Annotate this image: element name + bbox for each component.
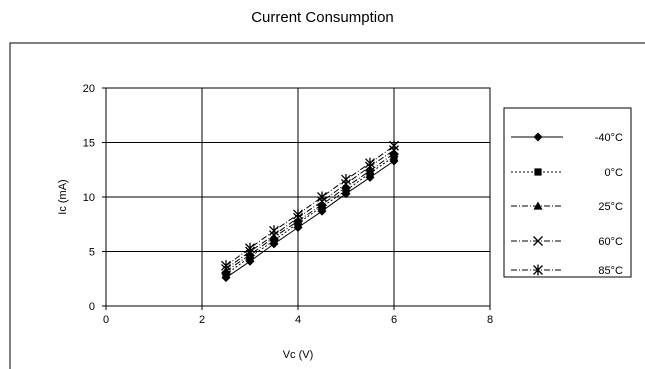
- series-line: [225, 145, 395, 267]
- data-point-asterisk: [341, 174, 351, 186]
- x-tick-label: 2: [199, 314, 205, 326]
- data-point-triangle: [365, 166, 375, 175]
- x-tick-label: 0: [103, 314, 109, 326]
- legend: -40°C 0°C 25°C 60°C 85°C: [511, 132, 623, 277]
- chart-title: Current Consumption: [251, 9, 394, 26]
- data-point-triangle: [317, 200, 327, 209]
- data-point-x: [533, 236, 543, 246]
- data-point-triangle: [245, 250, 255, 259]
- data-point-triangle: [293, 216, 303, 225]
- data-point-asterisk: [533, 264, 543, 276]
- y-tick-label: 15: [83, 138, 95, 150]
- y-tick-label: 5: [89, 247, 95, 259]
- gridlines: [106, 88, 490, 306]
- legend-item: -40°C: [511, 132, 623, 144]
- legend-label: 0°C: [605, 167, 624, 179]
- x-axis-ticks: 0 2 4 6 8: [103, 306, 493, 326]
- series-layer: [221, 140, 399, 283]
- y-tick-label: 0: [89, 301, 95, 313]
- data-point-diamond: [533, 132, 543, 142]
- data-point-asterisk: [245, 242, 255, 254]
- data-point-asterisk: [269, 225, 279, 237]
- data-point-triangle: [341, 182, 351, 191]
- y-axis-ticks: 0 5 10 15 20: [83, 83, 106, 313]
- data-point-asterisk: [389, 140, 399, 152]
- legend-item: 0°C: [511, 167, 623, 179]
- legend-item: 25°C: [511, 201, 623, 213]
- series-line: [225, 160, 395, 279]
- legend-label: 25°C: [598, 201, 623, 213]
- data-point-triangle: [389, 148, 399, 157]
- legend-item: 60°C: [511, 236, 623, 248]
- y-axis-label: Ic (mA): [57, 179, 69, 214]
- chart-area-border: [9, 42, 645, 369]
- series-5: [221, 140, 399, 272]
- legend-label: 60°C: [598, 236, 623, 248]
- x-tick-label: 4: [295, 314, 301, 326]
- data-point-asterisk: [221, 260, 231, 272]
- x-tick-label: 6: [391, 314, 397, 326]
- x-axis-label: Vc (V): [283, 349, 314, 361]
- data-point-square: [534, 168, 542, 176]
- x-tick-label: 8: [487, 314, 493, 326]
- data-point-asterisk: [365, 157, 375, 169]
- y-tick-label: 20: [83, 83, 95, 95]
- legend-box: [503, 107, 632, 278]
- data-point-asterisk: [293, 208, 303, 220]
- legend-item: 85°C: [511, 264, 623, 277]
- y-tick-label: 10: [83, 192, 95, 204]
- legend-label: -40°C: [595, 132, 623, 144]
- data-point-triangle: [533, 201, 543, 210]
- legend-label: 85°C: [598, 265, 623, 277]
- series-line: [225, 149, 395, 270]
- data-point-asterisk: [317, 191, 327, 203]
- data-point-triangle: [269, 232, 279, 241]
